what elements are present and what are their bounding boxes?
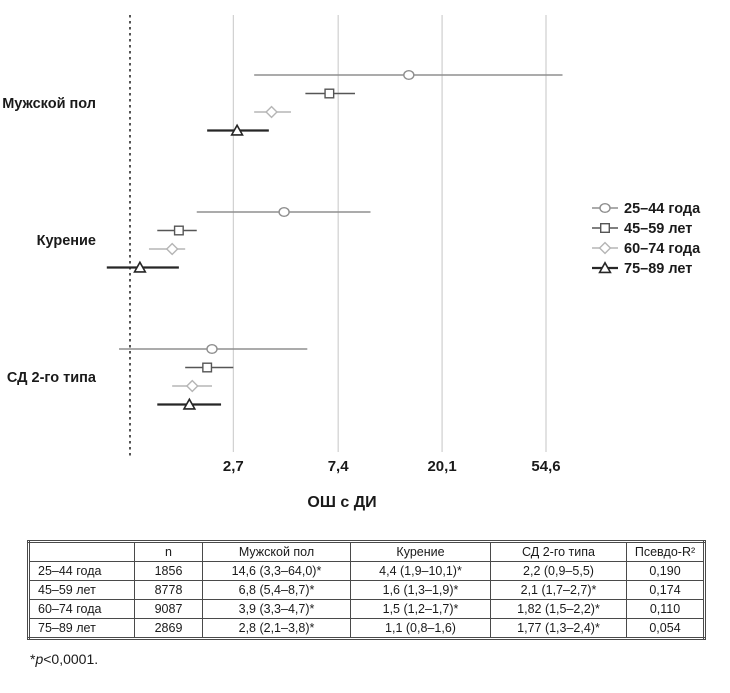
legend-label: 75–89 лет — [624, 261, 692, 277]
value-cell: 0,054 — [626, 618, 705, 639]
row-label-cell: 75–89 лет — [28, 618, 135, 639]
table-header-row: n Мужской пол Курение СД 2-го типа Псевдо-R² — [28, 541, 705, 562]
x-tick-label: 7,4 — [328, 458, 350, 475]
diamond-marker — [165, 242, 179, 256]
footnote-value: <0,0001. — [43, 651, 99, 667]
footnote-star: * — [30, 651, 36, 667]
circle-marker — [403, 69, 415, 80]
table-header-cell: n — [134, 541, 203, 562]
diamond-marker — [265, 105, 278, 119]
value-cell: 2,2 (0,9–5,5) — [490, 561, 627, 581]
value-cell: 1,5 (1,2–1,7)* — [350, 599, 491, 619]
triangle-marker — [182, 397, 197, 410]
value-cell: 8778 — [134, 580, 203, 600]
value-cell: 0,190 — [626, 561, 705, 581]
table-row: 25–44 года 1856 14,6 (3,3–64,0)* 4,4 (1,9–1… — [28, 561, 705, 581]
row-label-cell: 25–44 года — [28, 561, 135, 581]
table-header-cell: Мужской пол — [202, 541, 351, 562]
footnote: *p<0,0001. — [30, 651, 730, 667]
row-label-cell: 45–59 лет — [28, 580, 135, 600]
square-marker — [173, 225, 184, 236]
group-label: Курение — [37, 233, 96, 249]
triangle-marker — [133, 260, 147, 273]
value-cell: 3,9 (3,3–4,7)* — [202, 599, 351, 619]
table-corner-cell — [28, 541, 135, 562]
table-body: 25–44 года 1856 14,6 (3,3–64,0)* 4,4 (1,9–1… — [28, 561, 705, 639]
x-axis-label: ОШ с ДИ — [307, 494, 376, 511]
circle-marker — [206, 344, 218, 355]
x-tick-label: 54,6 — [531, 458, 560, 475]
triangle-marker — [598, 261, 612, 274]
forest-plot: 2,7 7,4 20,1 54,6 Мужской пол Курение СД 2-го … — [2, 15, 701, 511]
table-row: 60–74 года 9087 3,9 (3,3–4,7)* 1,5 (1,2–1,7… — [28, 599, 705, 619]
value-cell: 1,6 (1,3–1,9)* — [350, 580, 491, 600]
group-label: Мужской пол — [2, 96, 96, 112]
circle-marker — [278, 206, 290, 217]
table-row: 75–89 лет 2869 2,8 (2,1–3,8)* 1,1 (0,8–1,6)… — [28, 618, 705, 639]
square-marker — [324, 88, 335, 99]
value-cell: 14,6 (3,3–64,0)* — [202, 561, 351, 581]
legend-item: 25–44 года — [592, 201, 701, 217]
table-row: 45–59 лет 8778 6,8 (5,4–8,7)* 1,6 (1,3–1,9)… — [28, 580, 705, 600]
diamond-marker — [598, 241, 612, 255]
diamond-marker — [185, 379, 199, 393]
legend-label: 60–74 года — [624, 241, 701, 257]
value-cell: 2,1 (1,7–2,7)* — [490, 580, 627, 600]
square-marker — [600, 222, 611, 233]
x-tick-label: 20,1 — [427, 458, 456, 475]
value-cell: 2869 — [134, 618, 203, 639]
value-cell: 1856 — [134, 561, 203, 581]
table-header-cell: Курение — [350, 541, 491, 562]
legend-item: 45–59 лет — [592, 221, 692, 237]
value-cell: 4,4 (1,9–10,1)* — [350, 561, 491, 581]
value-cell: 9087 — [134, 599, 203, 619]
value-cell: 0,110 — [626, 599, 705, 619]
results-table: n Мужской пол Курение СД 2-го типа Псевдо-R²… — [27, 540, 706, 640]
table-header-cell: СД 2-го типа — [490, 541, 627, 562]
legend-label: 25–44 года — [624, 201, 701, 217]
circle-marker — [599, 202, 611, 213]
legend-label: 45–59 лет — [624, 221, 692, 237]
value-cell: 1,82 (1,5–2,2)* — [490, 599, 627, 619]
square-marker — [202, 362, 213, 373]
triangle-marker — [230, 123, 244, 136]
legend-item: 60–74 года — [592, 241, 701, 257]
value-cell: 2,8 (2,1–3,8)* — [202, 618, 351, 639]
group-label: СД 2-го типа — [7, 370, 97, 386]
x-tick-label: 2,7 — [223, 458, 244, 475]
value-cell: 6,8 (5,4–8,7)* — [202, 580, 351, 600]
value-cell: 0,174 — [626, 580, 705, 600]
row-label-cell: 60–74 года — [28, 599, 135, 619]
table-header-cell: Псевдо-R² — [626, 541, 705, 562]
footnote-p: p — [35, 651, 44, 667]
legend-item: 75–89 лет — [592, 261, 692, 277]
value-cell: 1,77 (1,3–2,4)* — [490, 618, 627, 639]
value-cell: 1,1 (0,8–1,6) — [350, 618, 491, 639]
